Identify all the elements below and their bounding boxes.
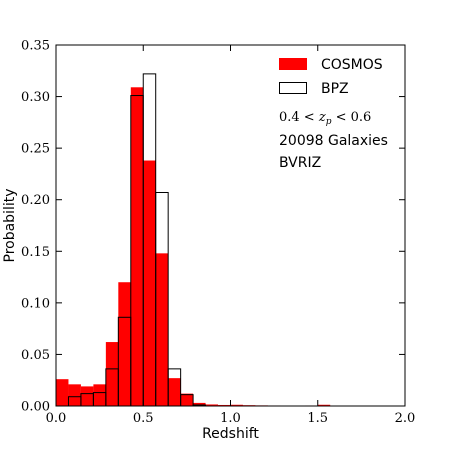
cosmos-bar	[218, 404, 231, 406]
legend-label-bpz: BPZ	[321, 81, 349, 97]
y-tick-label: 0.30	[21, 90, 50, 105]
cosmos-bar	[205, 404, 219, 406]
cosmos-bar	[80, 386, 94, 406]
cosmos-bar	[93, 384, 106, 406]
x-tick-label: 0.5	[133, 411, 154, 426]
x-axis-label: Redshift	[202, 426, 259, 442]
y-tick-label: 0.05	[21, 348, 50, 363]
filters-annotation: BVRIZ	[279, 155, 321, 171]
y-tick-label: 0.35	[21, 39, 50, 54]
cosmos-bar	[130, 87, 144, 406]
x-tick-label: 2.0	[395, 411, 416, 426]
galaxy-count-annotation: 20098 Galaxies	[279, 133, 388, 149]
x-tick-label: 1.5	[307, 411, 328, 426]
y-axis-label: Probability	[2, 188, 18, 262]
cosmos-bar	[143, 160, 156, 406]
cosmos-bar	[68, 384, 81, 406]
legend-swatch-bpz	[279, 82, 307, 94]
legend-label-cosmos: COSMOS	[321, 57, 383, 73]
cosmos-bar	[193, 402, 206, 406]
legend-swatch-cosmos	[279, 58, 307, 70]
cosmos-bar	[118, 282, 131, 406]
x-tick-label: 1.0	[220, 411, 241, 426]
cosmos-bar	[180, 393, 194, 406]
y-tick-label: 0.25	[21, 142, 50, 157]
cosmos-bar	[155, 253, 169, 406]
cosmos-series	[56, 87, 405, 406]
cosmos-bar	[230, 404, 243, 406]
y-tick-label: 0.10	[21, 296, 50, 311]
cosmos-bar	[105, 342, 119, 406]
y-tick-label: 0.00	[21, 400, 50, 415]
x-axis-ticks: 0.0 0.5 1.0 1.5 2.0	[46, 45, 416, 426]
y-tick-label: 0.20	[21, 193, 50, 208]
zrange-annotation: 0.4 < zp < 0.6	[279, 110, 371, 127]
legend: COSMOS BPZ	[279, 57, 383, 97]
cosmos-bar	[317, 404, 331, 406]
cosmos-bar	[56, 379, 69, 406]
y-axis-ticks: 0.00 0.05 0.10 0.15 0.20 0.25 0.30 0.35	[21, 39, 405, 415]
y-tick-label: 0.15	[21, 245, 50, 260]
x-tick-label: 0.0	[46, 411, 67, 426]
cosmos-bar	[168, 378, 181, 406]
